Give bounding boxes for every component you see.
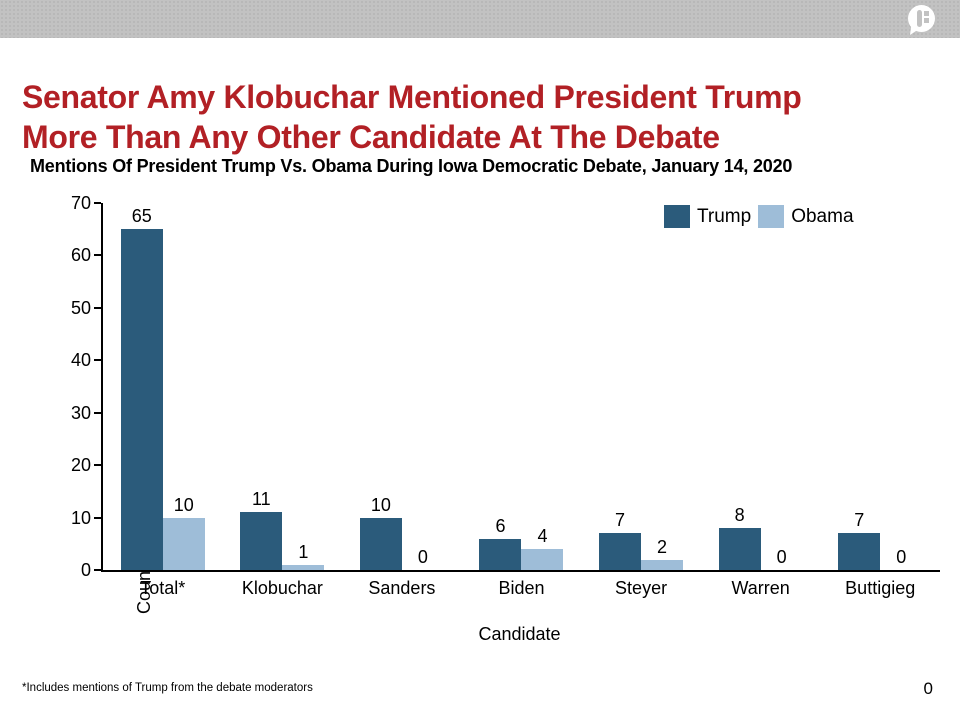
y-axis-tick (94, 306, 101, 309)
y-axis-tick-label: 40 (70, 350, 91, 371)
bar-column: 10 (162, 494, 205, 570)
bar-value-label: 7 (615, 510, 626, 531)
x-axis-category-label: Steyer (615, 578, 668, 598)
x-axis-title: Candidate (478, 624, 561, 644)
bar-value-label: 8 (734, 505, 745, 526)
bar-column: 10 (359, 494, 402, 570)
x-axis-category-label: Total* (140, 578, 186, 598)
bar-value-label: 4 (537, 526, 548, 547)
trump-legend-swatch (664, 205, 690, 228)
bar-column: 11 (240, 489, 283, 570)
trump-bar (838, 533, 881, 570)
header-bar (0, 0, 960, 38)
footnote: *Includes mentions of Trump from the deb… (22, 682, 313, 694)
bars-row: 65 10 (103, 206, 223, 570)
bar-column: 4 (521, 526, 564, 570)
logo-f-glyph-dot (924, 11, 929, 16)
y-axis-tick-label: 30 (70, 402, 91, 423)
y-axis-tick (94, 569, 101, 571)
y-axis-tick-label: 20 (70, 455, 91, 476)
obama-bar (641, 559, 684, 570)
speech-bubble-f-logo-icon (908, 5, 935, 35)
bar-value-label: 11 (252, 489, 271, 510)
legend-label: Trump (697, 205, 752, 227)
bar-group: 10 0 Sanders (342, 203, 462, 598)
plot-area: Count 0 10 20 30 40 50 60 70 65 10 Total* 11 1 Klobuc… (71, 193, 940, 614)
y-axis-tick (94, 464, 101, 467)
legend: Trump Obama (664, 205, 854, 228)
y-axis-tick (94, 202, 101, 204)
bar-value-label: 0 (417, 547, 428, 567)
logo-f-glyph (917, 10, 922, 27)
bar-group: 65 10 Total* (103, 203, 223, 598)
bar-value-label: 1 (298, 541, 309, 562)
legend-label: Obama (791, 205, 854, 227)
trump-bar (718, 528, 761, 570)
bar-column: 8 (718, 505, 761, 570)
bar-column: 1 (282, 541, 325, 570)
bar-column: 6 (479, 515, 522, 570)
bar-column: 7 (838, 510, 881, 570)
bar-group: 7 2 Steyer (581, 203, 701, 598)
y-axis-tick-label: 60 (70, 245, 91, 266)
trump-bar (479, 538, 522, 570)
y-axis-tick (94, 254, 101, 257)
y-axis-tick (94, 516, 101, 519)
obama-bar (521, 549, 564, 570)
chart-title: Mentions Of President Trump Vs. Obama Du… (30, 156, 793, 176)
y-axis-tick (94, 359, 101, 362)
bar-value-label: 7 (854, 510, 865, 531)
bar-group: 6 4 Biden (462, 203, 582, 598)
bar-value-label: 0 (776, 547, 787, 567)
bar-group: 8 0 Warren (701, 203, 821, 598)
x-axis-category-label: Klobuchar (241, 578, 323, 598)
trump-bar (240, 512, 283, 570)
obama-bar (162, 517, 205, 570)
x-axis-category-label: Warren (731, 578, 790, 598)
y-axis-tick-label: 50 (70, 297, 91, 318)
x-axis-category-label: Buttigieg (845, 578, 916, 598)
bar-column: 0 (402, 547, 444, 570)
page-number: 0 (923, 679, 933, 698)
bar-column: 0 (761, 547, 803, 570)
trump-bar (359, 517, 402, 570)
y-axis-tick-label: 0 (80, 560, 91, 580)
y-axis-tick-label: 10 (70, 507, 91, 528)
bars-row: 10 0 (342, 495, 462, 570)
bar-value-label: 65 (131, 206, 152, 227)
bar-column: 65 (120, 206, 163, 570)
obama-bar (282, 564, 325, 570)
trump-bar (599, 533, 642, 570)
bar-value-label: 10 (370, 494, 391, 515)
bar-value-label: 0 (896, 547, 907, 567)
obama-legend-swatch (758, 205, 785, 228)
bar-column: 0 (880, 547, 922, 570)
trump-bar (120, 229, 163, 570)
y-axis-tick (94, 411, 101, 414)
bar-group: 7 0 Buttigieg (820, 203, 940, 598)
logo-bubble-tail (910, 26, 918, 35)
y-axis-tick-label: 70 (70, 193, 91, 213)
page-title: Senator Amy Klobuchar Mentioned Presiden… (22, 78, 937, 157)
x-axis-category-label: Sanders (368, 578, 436, 598)
bar-value-label: 10 (173, 494, 194, 515)
bar-column: 7 (599, 510, 642, 570)
bars-row: 11 1 (223, 489, 343, 570)
bar-group: 11 1 Klobuchar (223, 203, 343, 598)
page-title-line-1: Senator Amy Klobuchar Mentioned Presiden… (22, 79, 802, 116)
bar-column: 2 (641, 536, 684, 570)
logo-f-glyph-dot (924, 18, 929, 23)
bar-value-label: 6 (495, 515, 506, 536)
bar-value-label: 2 (657, 536, 668, 557)
page-title-line-2: More Than Any Other Candidate At The Deb… (22, 119, 720, 156)
x-axis-category-label: Biden (498, 578, 545, 598)
